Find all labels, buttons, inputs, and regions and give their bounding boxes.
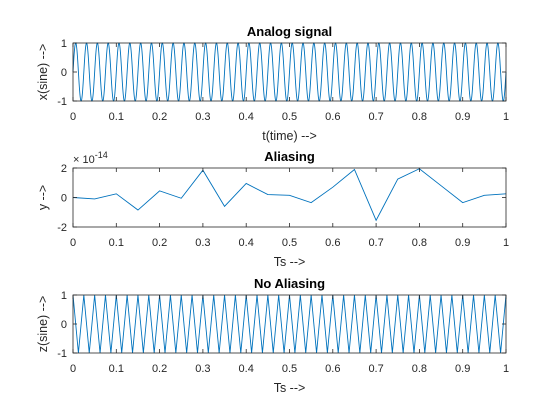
no-aliasing-x-tick-label: 0.2 bbox=[152, 363, 167, 375]
analog-x-tick-label: 0.8 bbox=[412, 111, 427, 123]
no-aliasing-y-tick-label: 0 bbox=[61, 319, 67, 331]
no-aliasing-x-tick-label: 0.4 bbox=[239, 363, 254, 375]
analog-series-line bbox=[72, 42, 507, 102]
aliasing-x-tick-label: 0.8 bbox=[412, 237, 427, 249]
aliasing-x-tick-label: 0.7 bbox=[368, 237, 383, 249]
analog-x-tick-label: 0.2 bbox=[152, 111, 167, 123]
no-aliasing-x-tick-label: 0.9 bbox=[455, 363, 470, 375]
analog-x-tick-label: 0.7 bbox=[368, 111, 383, 123]
no-aliasing-x-tick-label: 0.6 bbox=[325, 363, 340, 375]
aliasing-x-tick-label: 1 bbox=[503, 237, 509, 249]
no-aliasing-y-tick-label: -1 bbox=[57, 348, 67, 360]
aliasing-x-tick-label: 0.6 bbox=[325, 237, 340, 249]
analog-x-tick-label: 1 bbox=[503, 111, 509, 123]
analog-y-tick-label: -1 bbox=[57, 96, 67, 108]
aliasing-title: Aliasing bbox=[264, 149, 315, 164]
analog-x-tick-label: 0.5 bbox=[282, 111, 297, 123]
aliasing-y-exponent-power: -14 bbox=[95, 150, 108, 160]
analog-x-label: t(time) --> bbox=[262, 129, 317, 143]
analog-title: Analog signal bbox=[247, 24, 332, 39]
no-aliasing-y-tick-label: 1 bbox=[61, 290, 67, 302]
no-aliasing-x-tick-label: 0.8 bbox=[412, 363, 427, 375]
no-aliasing-x-tick-label: 0.5 bbox=[282, 363, 297, 375]
aliasing-y-tick-label: 0 bbox=[61, 193, 67, 205]
analog-y-label: x(sine) --> bbox=[36, 44, 50, 101]
no-aliasing-title: No Aliasing bbox=[254, 276, 325, 291]
aliasing-y-exponent-label: × 10-14 bbox=[73, 150, 108, 166]
analog-x-tick-label: 0.6 bbox=[325, 111, 340, 123]
aliasing-x-tick-label: 0.5 bbox=[282, 237, 297, 249]
no-aliasing-x-tick-label: 0 bbox=[70, 363, 76, 375]
analog-y-tick-label: 0 bbox=[61, 67, 67, 79]
aliasing-series-line bbox=[72, 168, 507, 222]
no-aliasing-x-tick-label: 1 bbox=[503, 363, 509, 375]
aliasing-x-tick-label: 0.4 bbox=[239, 237, 254, 249]
analog-x-tick-label: 0.1 bbox=[109, 111, 124, 123]
no-aliasing-y-label: z(sine) --> bbox=[36, 296, 50, 353]
no-aliasing-x-tick-label: 0.1 bbox=[109, 363, 124, 375]
aliasing-x-tick-label: 0 bbox=[70, 237, 76, 249]
aliasing-y-tick-label: 2 bbox=[61, 163, 67, 175]
aliasing-x-tick-label: 0.3 bbox=[195, 237, 210, 249]
analog-x-tick-label: 0.9 bbox=[455, 111, 470, 123]
aliasing-x-tick-label: 0.1 bbox=[109, 237, 124, 249]
no-aliasing-x-tick-label: 0.7 bbox=[368, 363, 383, 375]
analog-x-tick-label: 0 bbox=[70, 111, 76, 123]
no-aliasing-plot-area bbox=[73, 295, 506, 353]
analog-x-tick-label: 0.3 bbox=[195, 111, 210, 123]
aliasing-x-label: Ts --> bbox=[274, 255, 306, 269]
aliasing-x-tick-label: 0.9 bbox=[455, 237, 470, 249]
aliasing-plot-area bbox=[73, 168, 506, 227]
analog-x-tick-label: 0.4 bbox=[239, 111, 254, 123]
aliasing-y-tick-label: -2 bbox=[57, 222, 67, 234]
aliasing-y-exponent-base: × 10 bbox=[73, 154, 95, 166]
analog-y-tick-label: 1 bbox=[61, 38, 67, 50]
aliasing-y-label: y --> bbox=[36, 185, 50, 210]
no-aliasing-x-tick-label: 0.3 bbox=[195, 363, 210, 375]
aliasing-x-tick-label: 0.2 bbox=[152, 237, 167, 249]
no-aliasing-x-label: Ts --> bbox=[274, 381, 306, 395]
